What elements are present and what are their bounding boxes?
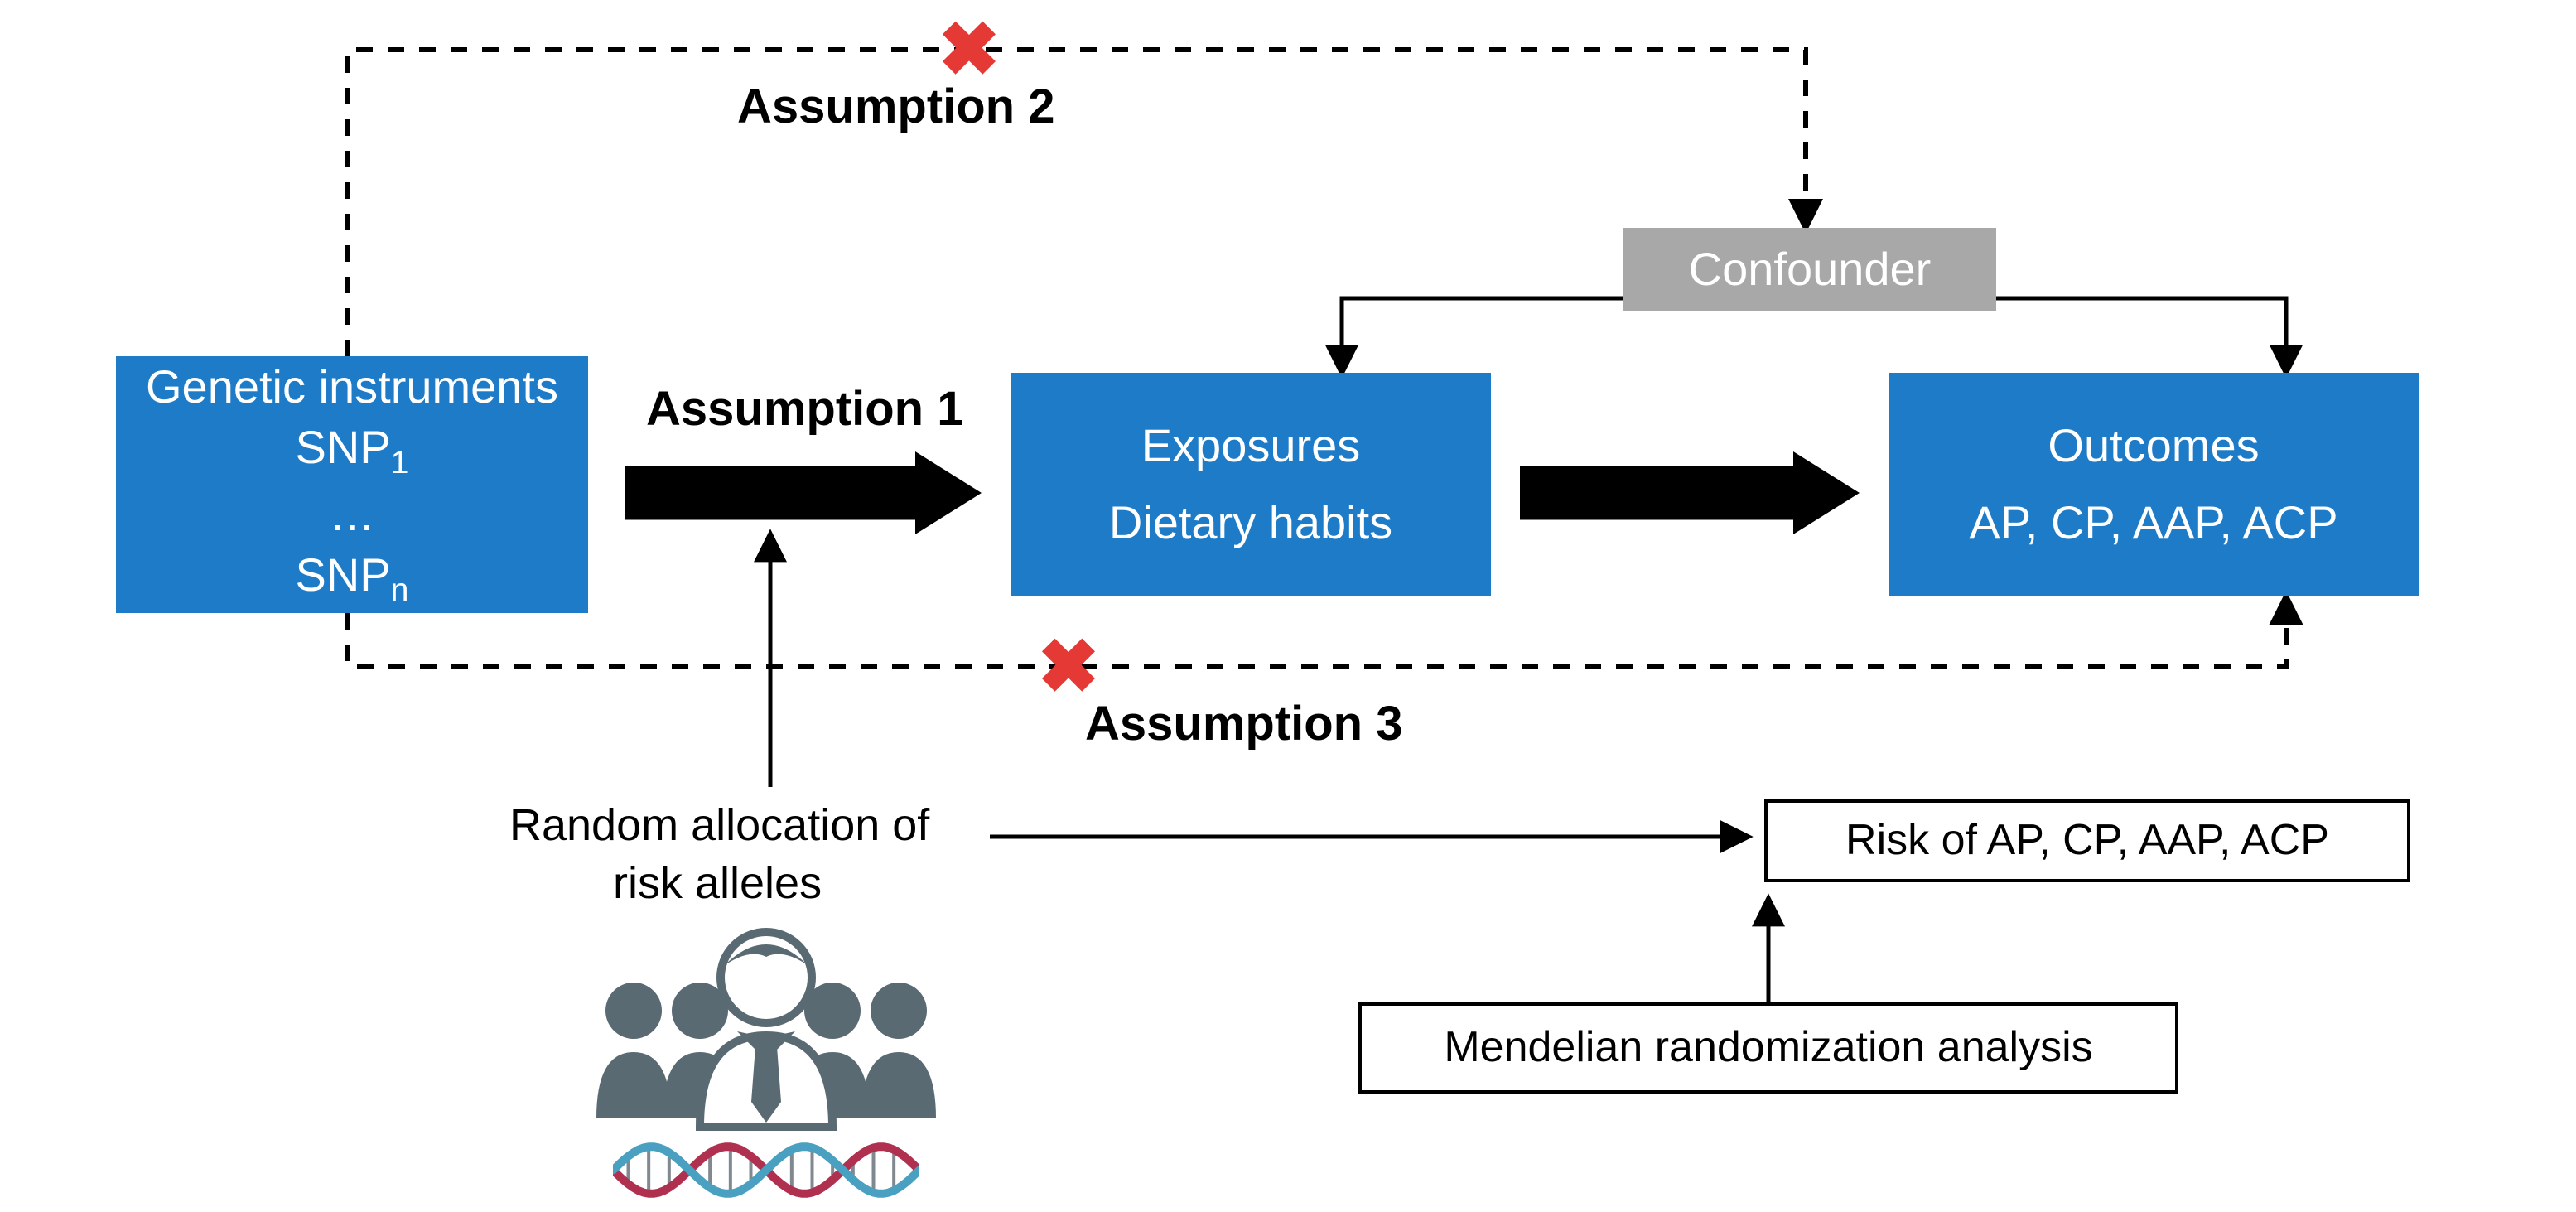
box-outcomes: Outcomes AP, CP, AAP, ACP [1889, 373, 2419, 596]
box-risk: Risk of AP, CP, AAP, ACP [1764, 799, 2410, 882]
text-outcomes-l1: Outcomes [2048, 416, 2259, 476]
text-outcomes-l2: AP, CP, AAP, ACP [1969, 493, 2337, 553]
label-random-allocation-l2: risk alleles [613, 857, 822, 909]
box-genetic-instruments: Genetic instruments SNP1 … SNPn [116, 356, 588, 613]
label-assumption-2: Assumption 2 [737, 79, 1055, 134]
text-confounder: Confounder [1689, 239, 1932, 300]
box-confounder: Confounder [1623, 228, 1996, 311]
box-exposures: Exposures Dietary habits [1011, 373, 1491, 596]
cross-icon-assumption-3: ✖ [1037, 624, 1099, 711]
text-mr: Mendelian randomization analysis [1444, 1020, 2092, 1076]
text-genetic-snp1: SNP1 [296, 418, 409, 485]
people-icon [588, 911, 944, 1135]
dna-icon [613, 1139, 919, 1201]
cross-icon-assumption-2: ✖ [938, 7, 1000, 94]
text-genetic-snpn: SNPn [296, 545, 409, 612]
text-exposures-l1: Exposures [1141, 416, 1361, 476]
text-risk: Risk of AP, CP, AAP, ACP [1845, 813, 2329, 869]
text-genetic-line1: Genetic instruments [146, 357, 558, 418]
text-genetic-ellipsis: … [329, 485, 375, 545]
box-mendelian-randomization: Mendelian randomization analysis [1358, 1002, 2178, 1094]
text-exposures-l2: Dietary habits [1109, 493, 1392, 553]
label-assumption-1: Assumption 1 [646, 381, 964, 437]
label-assumption-3: Assumption 3 [1085, 696, 1403, 751]
label-random-allocation-l1: Random allocation of [509, 799, 929, 851]
